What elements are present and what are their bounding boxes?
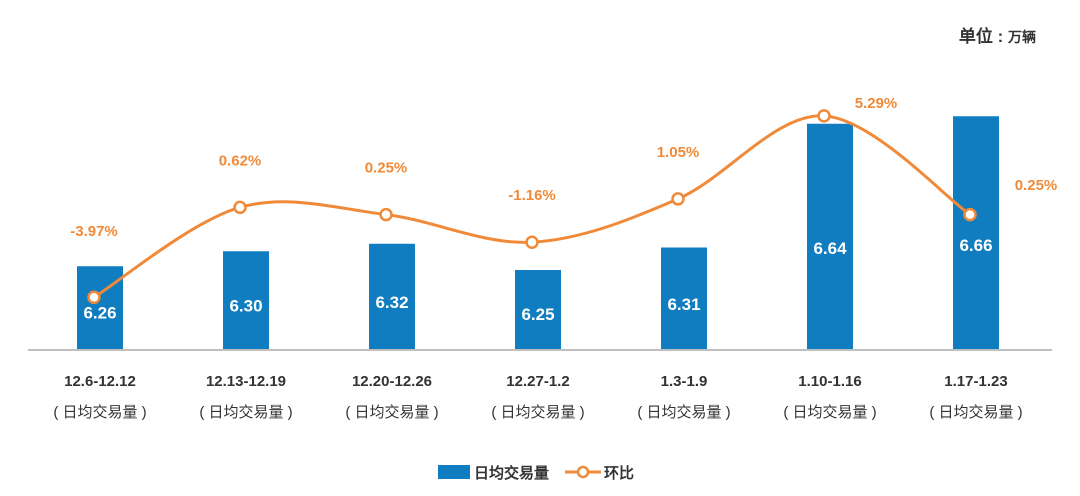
mom-value-label-0: -3.97% [70, 223, 118, 240]
mom-point-2 [379, 207, 393, 222]
mom-point-1 [233, 200, 247, 215]
legend-swatch-line-marker [576, 465, 590, 479]
mom-value-label-5: 5.29% [855, 95, 898, 112]
mom-value-label-1: 0.62% [219, 152, 262, 169]
bar-0 [77, 266, 123, 350]
category-sublabel-2: ( 日均交易量 ) [345, 403, 438, 421]
bar-2 [369, 243, 415, 350]
legend-label-line: 环比 [604, 464, 634, 482]
legend-label-bar: 日均交易量 [474, 464, 549, 482]
unit-prefix: 单位 : [958, 27, 1004, 46]
bar-6 [953, 116, 999, 350]
mom-point-4 [671, 192, 685, 206]
bar-5 [807, 123, 853, 350]
unit-value: 万辆 [1008, 29, 1036, 45]
bar-value-label-2: 6.32 [375, 293, 408, 312]
mom-point-0 [87, 290, 101, 305]
category-label-6: 1.17-1.23 [944, 373, 1007, 390]
bar-value-label-3: 6.25 [521, 305, 554, 324]
bar-1 [223, 251, 269, 350]
category-sublabel-3: ( 日均交易量 ) [491, 403, 584, 421]
mom-value-label-3: -1.16% [508, 187, 556, 204]
category-sublabel-1: ( 日均交易量 ) [199, 403, 292, 421]
bar-value-label-0: 6.26 [83, 303, 116, 322]
mom-value-label-4: 1.05% [657, 144, 700, 161]
bar-value-label-5: 6.64 [813, 239, 847, 258]
mom-point-5 [817, 109, 831, 123]
bar-value-label-6: 6.66 [959, 236, 992, 255]
bar-4 [661, 247, 707, 350]
mom-value-label-2: 0.25% [365, 160, 408, 177]
category-label-5: 1.10-1.16 [798, 373, 861, 390]
category-label-4: 1.3-1.9 [661, 373, 708, 390]
category-label-1: 12.13-12.19 [206, 373, 286, 390]
unit-label: 单位 : 万辆 [959, 22, 1036, 47]
category-sublabel-4: ( 日均交易量 ) [637, 403, 730, 421]
bar-3 [515, 270, 561, 350]
mom-point-6 [963, 207, 977, 222]
category-label-2: 12.20-12.26 [352, 373, 432, 390]
category-label-0: 12.6-12.12 [64, 373, 136, 390]
category-sublabel-6: ( 日均交易量 ) [929, 403, 1022, 421]
mom-value-label-6: 0.25% [1015, 177, 1058, 194]
mom-point-3 [525, 235, 539, 249]
category-label-3: 12.27-1.2 [506, 373, 569, 390]
legend: 日均交易量 环比 [438, 464, 634, 482]
bar-value-label-1: 6.30 [229, 297, 262, 316]
category-sublabel-5: ( 日均交易量 ) [783, 403, 876, 421]
category-sublabel-0: ( 日均交易量 ) [53, 403, 146, 421]
legend-swatch-bar [438, 465, 470, 479]
labels-layer: 6.26 6.30 6.32 6.25 6.31 6.64 6.66 -3.97% 0.62% 0… [53, 95, 1057, 421]
bar-value-label-4: 6.31 [667, 295, 700, 314]
bars-layer [77, 116, 999, 350]
